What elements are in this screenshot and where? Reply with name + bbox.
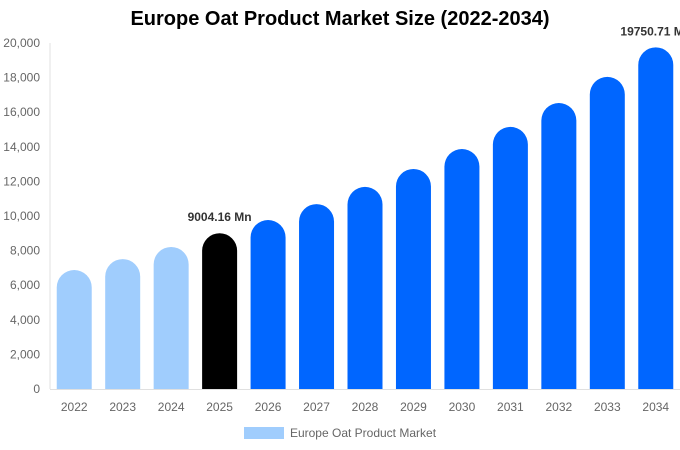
bar-2032[interactable]	[541, 103, 577, 389]
x-tick-label: 2028	[352, 400, 379, 414]
bar-2034[interactable]	[638, 47, 674, 389]
bar-2031[interactable]	[492, 126, 528, 390]
x-tick-label: 2022	[61, 400, 88, 414]
x-tick-label: 2031	[497, 400, 524, 414]
y-tick-label: 14,000	[3, 140, 40, 154]
bar-2024[interactable]	[153, 246, 189, 389]
x-tick-label: 2030	[449, 400, 476, 414]
x-tick-label: 2027	[303, 400, 330, 414]
y-tick-label: 18,000	[3, 71, 40, 85]
x-tick-label: 2025	[206, 400, 233, 414]
bar-2022[interactable]	[56, 269, 92, 389]
bar-2030[interactable]	[444, 149, 480, 389]
y-tick-label: 12,000	[3, 174, 40, 188]
y-tick-label: 0	[33, 382, 40, 396]
bar-2025[interactable]	[202, 233, 238, 389]
y-tick-label: 6,000	[10, 278, 40, 292]
y-tick-label: 10,000	[3, 209, 40, 223]
x-tick-label: 2024	[158, 400, 185, 414]
bar-2027[interactable]	[299, 204, 335, 389]
legend[interactable]: Europe Oat Product Market	[0, 426, 680, 440]
bar-2028[interactable]	[347, 186, 383, 389]
x-tick-label: 2029	[400, 400, 427, 414]
bar-2026[interactable]	[250, 219, 286, 389]
legend-swatch	[243, 427, 284, 439]
x-tick-label: 2032	[545, 400, 572, 414]
y-tick-label: 16,000	[3, 105, 40, 119]
y-tick-label: 20,000	[3, 36, 40, 50]
x-tick-label: 2033	[594, 400, 621, 414]
bar-2023[interactable]	[105, 259, 141, 389]
bar-2029[interactable]	[395, 168, 431, 389]
y-tick-label: 8,000	[10, 244, 40, 258]
y-tick-label: 4,000	[10, 313, 40, 327]
x-tick-label: 2034	[642, 400, 669, 414]
data-label-2025: 9004.16 Mn	[188, 210, 252, 224]
y-tick-label: 2,000	[10, 347, 40, 361]
legend-label: Europe Oat Product Market	[289, 426, 437, 440]
x-tick-label: 2023	[109, 400, 136, 414]
x-tick-label: 2026	[255, 400, 282, 414]
data-label-2034: 19750.71 Mn	[620, 24, 680, 38]
bar-2033[interactable]	[589, 76, 625, 390]
chart-title: Europe Oat Product Market Size (2022-203…	[130, 8, 550, 30]
